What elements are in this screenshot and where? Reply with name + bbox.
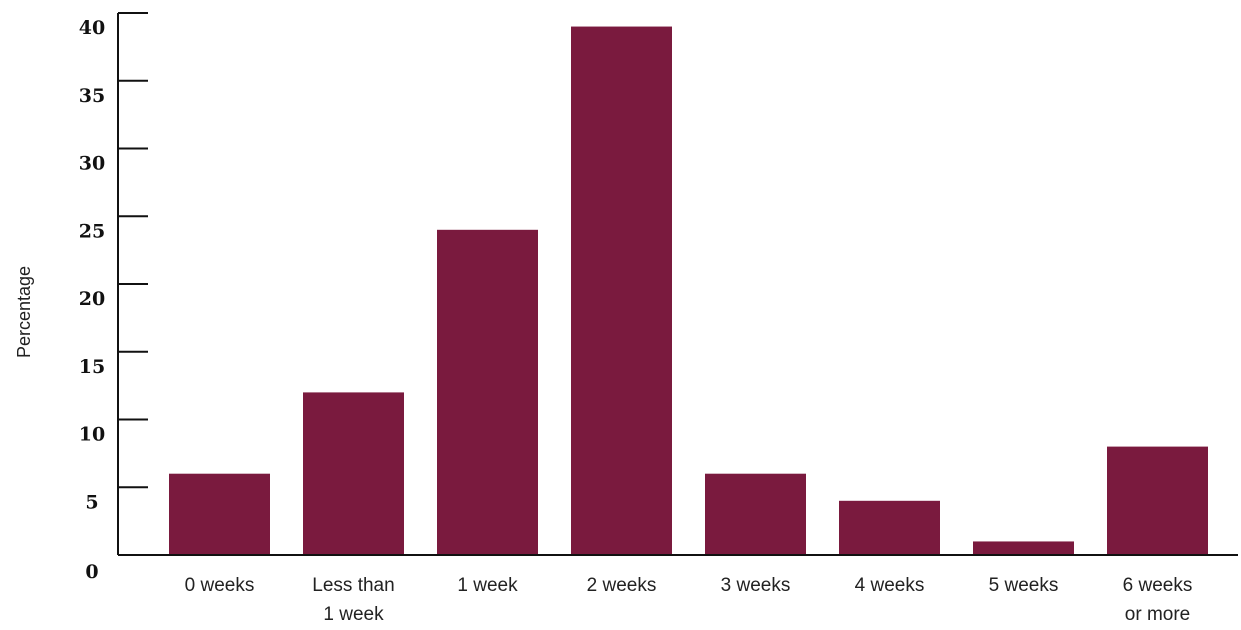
bar [839, 500, 940, 555]
bar [169, 473, 270, 555]
x-tick-label-line: 5 weeks [989, 575, 1059, 596]
y-tick-label: 25 [79, 220, 105, 242]
x-tick-label-line: Less than [312, 575, 394, 596]
y-tick-label: 40 [79, 17, 105, 39]
y-tick-label: 5 [85, 491, 98, 513]
y-tick-label: 15 [79, 356, 105, 378]
x-tick-label: 3 weeks [721, 575, 791, 596]
x-tick-label-line: 3 weeks [721, 575, 791, 596]
x-axis-labels: 0 weeks Less than 1 week 1 week 2 weeks 3 wee… [185, 575, 1193, 625]
y-axis-title: Percentage [14, 266, 34, 358]
x-tick-label: 6 weeks or more [1123, 575, 1193, 625]
x-tick-label: 5 weeks [989, 575, 1059, 596]
bars [169, 26, 1208, 556]
x-tick-label-line: 1 week [323, 604, 384, 625]
x-tick-label: 0 weeks [185, 575, 255, 596]
x-tick-label-line: 4 weeks [855, 575, 925, 596]
x-tick-label: 4 weeks [855, 575, 925, 596]
y-tick-label: 30 [79, 153, 105, 175]
x-tick-label-line: 2 weeks [587, 575, 657, 596]
y-tick-label: 10 [79, 424, 105, 446]
x-tick-label-line: or more [1125, 604, 1190, 625]
y-tick-label: 20 [79, 288, 105, 310]
x-tick-label: Less than 1 week [312, 575, 394, 625]
bar [705, 473, 806, 555]
bar [973, 541, 1074, 555]
x-tick-label-line: 0 weeks [185, 575, 255, 596]
y-axis-ticks: 0 5 10 15 20 25 30 35 40 [79, 12, 148, 583]
x-tick-label-line: 6 weeks [1123, 575, 1193, 596]
x-tick-label: 2 weeks [587, 575, 657, 596]
y-tick-label: 35 [79, 85, 105, 107]
bar [303, 392, 404, 555]
bar [1107, 446, 1208, 555]
x-tick-label: 1 week [457, 575, 518, 596]
bar [571, 26, 672, 556]
y-tick-label: 0 [85, 561, 98, 583]
x-tick-label-line: 1 week [457, 575, 518, 596]
bar [437, 229, 538, 556]
